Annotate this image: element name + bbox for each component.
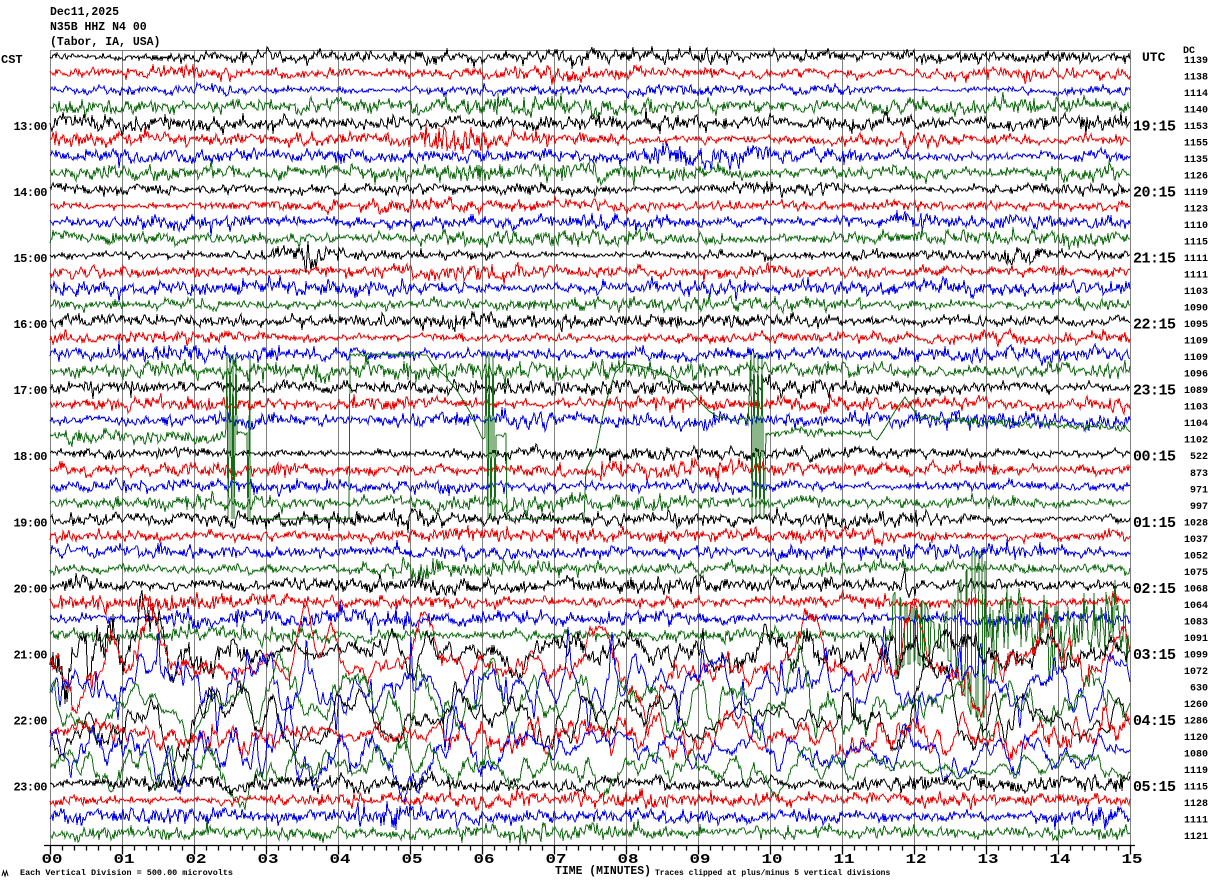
svg-text:DC: DC xyxy=(1183,46,1195,57)
svg-text:1138: 1138 xyxy=(1184,73,1208,84)
svg-text:1028: 1028 xyxy=(1184,518,1208,529)
svg-text:16:00: 16:00 xyxy=(13,318,47,332)
svg-text:1115: 1115 xyxy=(1184,238,1208,249)
svg-text:522: 522 xyxy=(1190,452,1208,463)
svg-text:21:00: 21:00 xyxy=(13,648,47,662)
svg-text:1090: 1090 xyxy=(1184,304,1208,315)
svg-text:23:15: 23:15 xyxy=(1133,383,1176,400)
svg-text:23:00: 23:00 xyxy=(13,780,47,794)
svg-text:22:15: 22:15 xyxy=(1133,317,1176,334)
svg-text:05: 05 xyxy=(402,852,423,868)
svg-text:1104: 1104 xyxy=(1184,419,1208,430)
svg-text:1115: 1115 xyxy=(1184,782,1208,793)
svg-text:00: 00 xyxy=(42,852,63,868)
svg-text:1068: 1068 xyxy=(1184,584,1208,595)
svg-text:1135: 1135 xyxy=(1184,155,1208,166)
svg-text:Traces clipped at plus/minus 5: Traces clipped at plus/minus 5 vertical … xyxy=(655,869,890,878)
svg-text:00:15: 00:15 xyxy=(1133,449,1176,466)
svg-text:1111: 1111 xyxy=(1184,271,1208,282)
svg-text:TIME (MINUTES): TIME (MINUTES) xyxy=(555,865,651,878)
svg-text:20:00: 20:00 xyxy=(13,582,47,596)
svg-text:04:15: 04:15 xyxy=(1133,713,1176,730)
svg-text:1139: 1139 xyxy=(1184,56,1208,67)
svg-text:1052: 1052 xyxy=(1184,551,1208,562)
svg-text:15: 15 xyxy=(1122,852,1143,868)
svg-text:13: 13 xyxy=(978,852,999,868)
svg-text:13:00: 13:00 xyxy=(13,120,47,134)
svg-text:971: 971 xyxy=(1190,485,1208,496)
svg-text:1109: 1109 xyxy=(1184,353,1208,364)
svg-text:1091: 1091 xyxy=(1184,634,1208,645)
svg-text:05:15: 05:15 xyxy=(1133,779,1176,796)
svg-text:11: 11 xyxy=(834,852,855,868)
svg-text:1155: 1155 xyxy=(1184,139,1208,150)
svg-text:1140: 1140 xyxy=(1184,106,1208,117)
svg-text:15:00: 15:00 xyxy=(13,252,47,266)
svg-text:02:15: 02:15 xyxy=(1133,581,1176,598)
svg-text:1072: 1072 xyxy=(1184,667,1208,678)
svg-text:08: 08 xyxy=(618,852,639,868)
svg-text:1109: 1109 xyxy=(1184,337,1208,348)
svg-text:1075: 1075 xyxy=(1184,568,1208,579)
svg-text:03:15: 03:15 xyxy=(1133,647,1176,664)
svg-text:1099: 1099 xyxy=(1184,650,1208,661)
svg-text:1111: 1111 xyxy=(1184,815,1208,826)
svg-text:Dec11,2025: Dec11,2025 xyxy=(50,6,119,19)
svg-text:09: 09 xyxy=(690,852,711,868)
svg-text:1110: 1110 xyxy=(1184,221,1208,232)
svg-text:01: 01 xyxy=(114,852,135,868)
svg-text:1064: 1064 xyxy=(1184,601,1208,612)
svg-text:1123: 1123 xyxy=(1184,205,1208,216)
svg-text:N35B HHZ N4 00: N35B HHZ N4 00 xyxy=(50,21,147,34)
svg-text:1126: 1126 xyxy=(1184,172,1208,183)
svg-text:1121: 1121 xyxy=(1184,832,1208,843)
svg-text:1096: 1096 xyxy=(1184,370,1208,381)
svg-text:1037: 1037 xyxy=(1184,535,1208,546)
svg-text:1103: 1103 xyxy=(1184,287,1208,298)
svg-text:07: 07 xyxy=(546,852,567,868)
svg-text:20:15: 20:15 xyxy=(1133,185,1176,202)
svg-text:1111: 1111 xyxy=(1184,254,1208,265)
svg-text:1128: 1128 xyxy=(1184,799,1208,810)
svg-text:Each Vertical Division = 500.: Each Vertical Division = 500.00 microvol… xyxy=(20,869,233,878)
svg-text:14: 14 xyxy=(1050,852,1071,868)
svg-text:21:15: 21:15 xyxy=(1133,251,1176,268)
svg-text:19:00: 19:00 xyxy=(13,516,47,530)
svg-text:1286: 1286 xyxy=(1184,716,1208,727)
svg-text:14:00: 14:00 xyxy=(13,186,47,200)
svg-text:UTC: UTC xyxy=(1142,50,1166,65)
svg-text:1119: 1119 xyxy=(1184,188,1208,199)
svg-text:06: 06 xyxy=(474,852,495,868)
svg-text:01:15: 01:15 xyxy=(1133,515,1176,532)
svg-text:1095: 1095 xyxy=(1184,320,1208,331)
svg-text:1080: 1080 xyxy=(1184,749,1208,760)
svg-text:03: 03 xyxy=(258,852,279,868)
svg-text:1260: 1260 xyxy=(1184,700,1208,711)
svg-text:CST: CST xyxy=(1,53,23,67)
svg-text:1103: 1103 xyxy=(1184,403,1208,414)
svg-text:997: 997 xyxy=(1190,502,1208,513)
svg-text:10: 10 xyxy=(762,852,783,868)
svg-text:1114: 1114 xyxy=(1184,89,1208,100)
svg-text:1083: 1083 xyxy=(1184,617,1208,628)
svg-text:12: 12 xyxy=(906,852,927,868)
svg-text:17:00: 17:00 xyxy=(13,384,47,398)
svg-text:1120: 1120 xyxy=(1184,733,1208,744)
svg-text:22:00: 22:00 xyxy=(13,714,47,728)
svg-text:873: 873 xyxy=(1190,469,1208,480)
svg-text:1119: 1119 xyxy=(1184,766,1208,777)
svg-text:04: 04 xyxy=(330,852,351,868)
svg-text:18:00: 18:00 xyxy=(13,450,47,464)
svg-text:02: 02 xyxy=(186,852,207,868)
svg-text:(Tabor, IA, USA): (Tabor, IA, USA) xyxy=(50,36,160,49)
svg-text:1089: 1089 xyxy=(1184,386,1208,397)
svg-text:1102: 1102 xyxy=(1184,436,1208,447)
svg-text:19:15: 19:15 xyxy=(1133,119,1176,136)
svg-text:1153: 1153 xyxy=(1184,122,1208,133)
svg-text:630: 630 xyxy=(1190,683,1208,694)
